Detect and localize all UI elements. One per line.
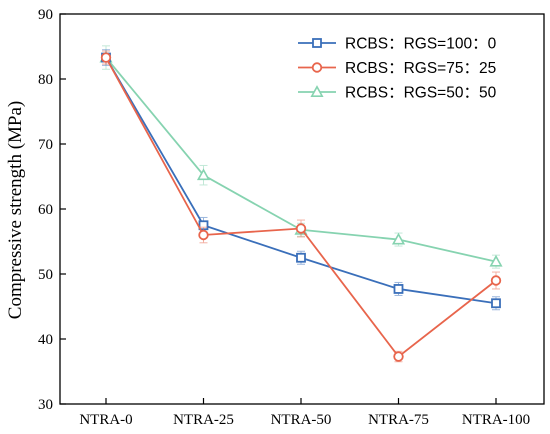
series-line <box>105 57 497 358</box>
legend-item: RCBS：RGS=75：25 <box>298 60 496 77</box>
data-point <box>393 284 404 294</box>
y-tick-label: 40 <box>38 332 53 348</box>
legend-item: RCBS：RGS=100：0 <box>298 36 497 53</box>
legend-label: RCBS：RGS=100：0 <box>345 36 497 53</box>
x-tick-label: NTRA-0 <box>79 412 132 428</box>
y-axis-title: Compressive strength (MPa) <box>5 101 26 319</box>
y-tick-label: 70 <box>38 137 53 153</box>
x-tick-label: NTRA-100 <box>462 412 530 428</box>
data-point <box>393 351 404 362</box>
legend-item: RCBS：RGS=50：50 <box>298 85 497 102</box>
data-point <box>489 254 503 267</box>
data-point <box>100 52 112 63</box>
legend-marker <box>312 38 322 48</box>
data-point <box>391 232 406 245</box>
x-tick-label: NTRA-75 <box>368 412 429 428</box>
y-axis: 30 40 50 60 70 80 90 <box>38 7 66 413</box>
x-axis: NTRA-0 NTRA-25 NTRA-50 NTRA-75 NTRA-100 <box>79 398 530 428</box>
x-tick-label: NTRA-50 <box>271 412 332 428</box>
data-point <box>491 298 501 309</box>
y-tick-label: 80 <box>38 72 53 88</box>
y-tick-label: 60 <box>38 202 53 218</box>
series-layer <box>99 45 503 363</box>
legend-marker <box>310 85 324 97</box>
data-point <box>295 223 307 234</box>
x-tick-label: NTRA-25 <box>173 412 234 428</box>
data-point <box>490 275 502 286</box>
data-point <box>296 252 306 263</box>
legend-marker <box>311 62 323 73</box>
y-tick-label: 90 <box>38 7 53 23</box>
data-point <box>198 229 209 241</box>
legend-label: RCBS：RGS=75：25 <box>345 60 496 77</box>
data-point <box>196 168 211 181</box>
legend: RCBS：RGS=100：0 RCBS：RGS=75：25 RCBS：RGS=50：… <box>298 36 497 102</box>
series-2 <box>100 50 502 363</box>
y-tick-label: 30 <box>38 397 53 413</box>
legend-label: RCBS：RGS=50：50 <box>345 85 497 102</box>
y-tick-label: 50 <box>38 267 53 283</box>
